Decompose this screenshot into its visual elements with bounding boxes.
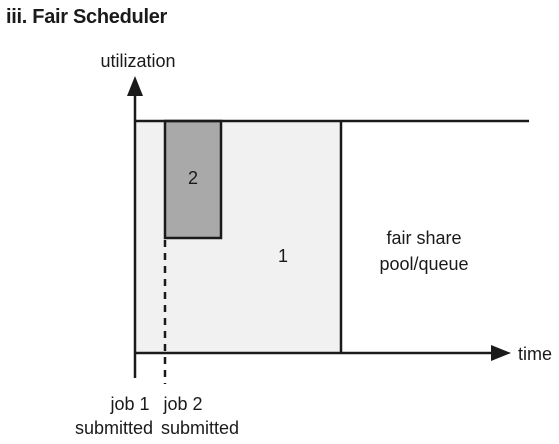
job2-submitted-label-line2: submitted [161, 418, 239, 438]
y-axis-label: utilization [100, 51, 175, 71]
job1-block-label: 1 [278, 246, 288, 266]
x-axis-arrowhead [491, 345, 511, 361]
diagram-title: iii. Fair Scheduler [6, 6, 168, 28]
job1-submitted-label-line2: submitted [75, 418, 153, 438]
pool-queue-label: pool/queue [379, 254, 468, 274]
job2-block-label: 2 [188, 168, 198, 188]
x-axis-label: time [518, 344, 552, 364]
job2-submitted-label-line1: job 2 [162, 394, 202, 414]
fair-share-label: fair share [386, 228, 461, 248]
job2-block [163, 119, 223, 240]
job1-submitted-label-line1: job 1 [109, 394, 149, 414]
y-axis-arrowhead [127, 76, 143, 96]
